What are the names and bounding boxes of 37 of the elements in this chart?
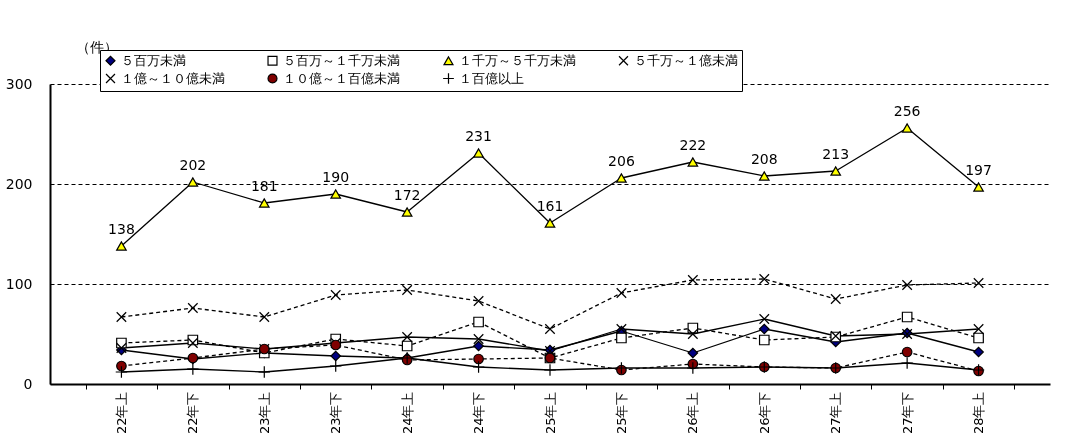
data-label: 190	[322, 169, 350, 185]
x-tick-label: 28年上	[971, 391, 987, 435]
y-tick-label: 100	[5, 275, 33, 292]
data-label: 208	[750, 151, 778, 167]
legend-label: ５百万～１千万未満	[283, 52, 400, 68]
data-label: 213	[822, 146, 850, 162]
x-tick-label: 22年上	[113, 391, 129, 435]
x-tick-label: 25年下	[613, 391, 629, 435]
y-tick-label: 200	[5, 175, 33, 192]
data-label: 197	[965, 162, 992, 178]
data-label: 256	[893, 103, 921, 119]
x-tick-label: 23年下	[328, 391, 344, 435]
data-label: 231	[465, 128, 492, 144]
legend-label: １百億以上	[459, 70, 524, 86]
data-label: 222	[679, 137, 707, 153]
legend-label: １億～１０億未満	[121, 70, 225, 86]
legend-label: １千万～５千万未満	[459, 52, 576, 68]
x-tick-label: 25年上	[542, 391, 558, 435]
data-label: 161	[536, 198, 564, 214]
data-label: 181	[250, 178, 278, 194]
data-label: 172	[393, 187, 421, 203]
legend-label: １０億～１百億未満	[283, 70, 400, 86]
x-tick-label: 27年上	[828, 391, 844, 435]
data-label: 202	[179, 157, 207, 173]
x-tick-label: 26年下	[756, 391, 772, 435]
legend-label: ５千万～１億未満	[634, 52, 738, 68]
data-label: 138	[108, 221, 135, 237]
x-tick-label: 23年上	[256, 391, 272, 435]
x-tick-label: 24年下	[471, 391, 487, 435]
x-tick-label: 22年下	[185, 391, 201, 435]
x-tick-label: 26年上	[685, 391, 701, 435]
legend-label: ５百万未満	[121, 52, 186, 68]
y-tick-label: 300	[5, 75, 33, 92]
x-tick-label: 24年上	[399, 391, 415, 435]
data-label: 206	[608, 153, 635, 169]
x-tick-label: 27年下	[899, 391, 915, 435]
y-tick-label: 0	[23, 375, 33, 392]
